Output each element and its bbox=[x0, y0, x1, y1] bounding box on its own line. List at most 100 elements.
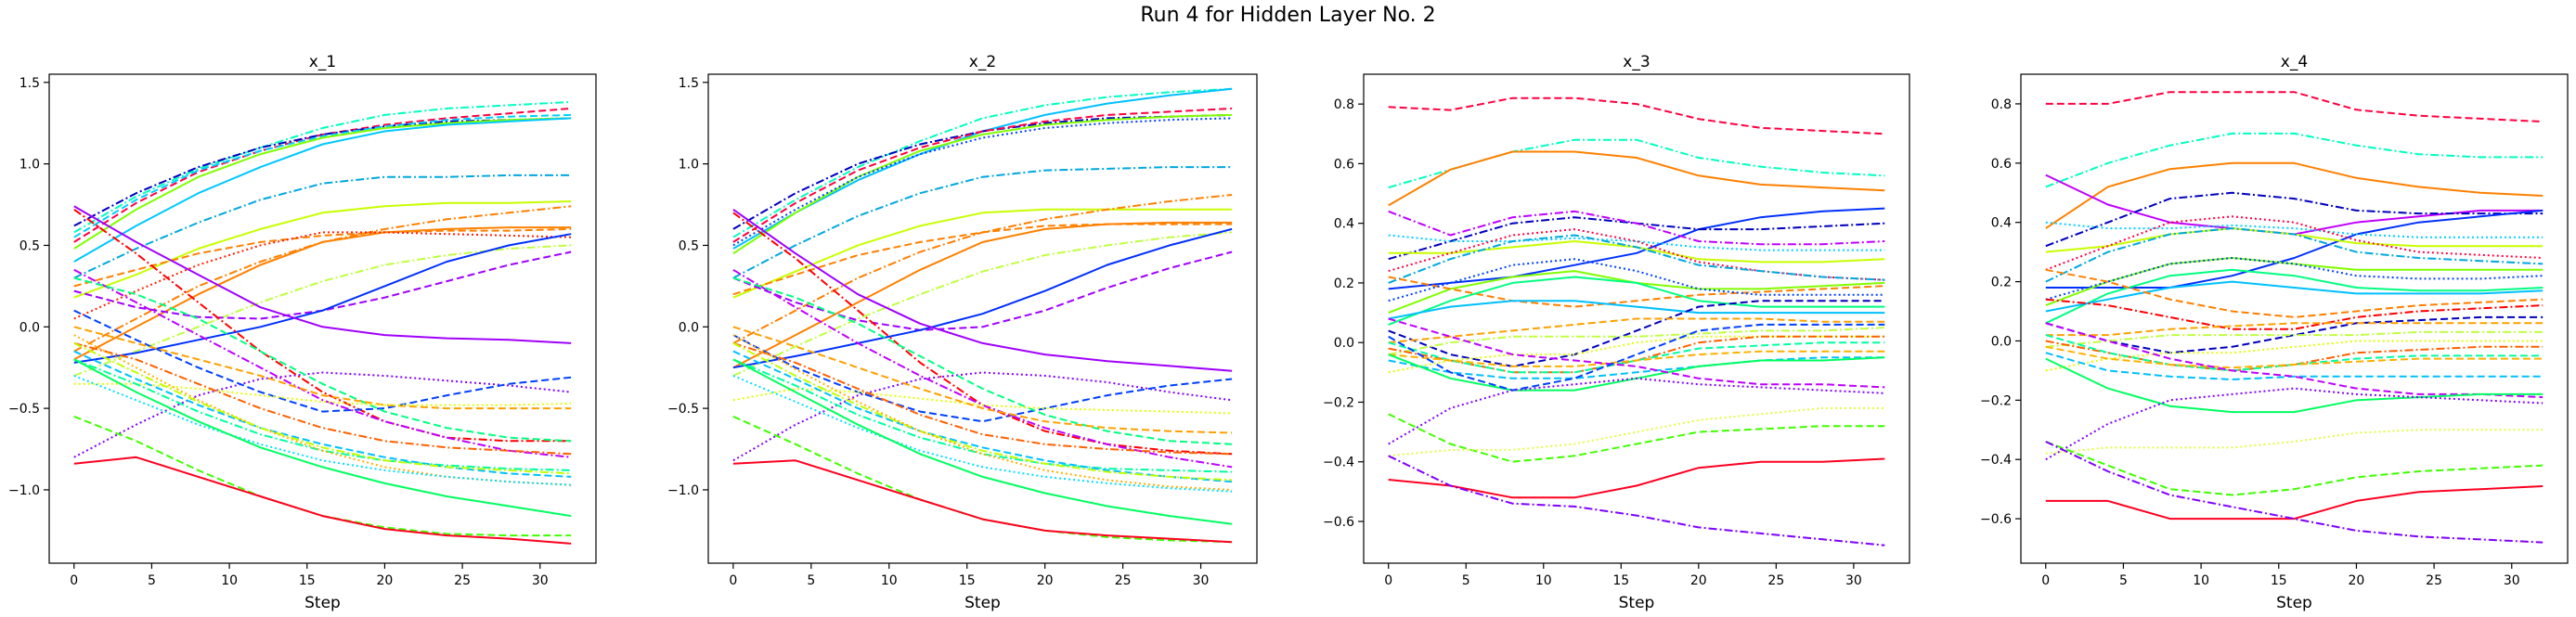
series-line-22 bbox=[732, 326, 1233, 434]
series-line-12 bbox=[1388, 276, 1885, 308]
y-tick-label: −0.5 bbox=[667, 402, 699, 417]
series-line-20 bbox=[73, 268, 572, 458]
x-tick-label: 10 bbox=[881, 573, 898, 588]
x-axis-label: Step bbox=[304, 594, 341, 612]
y-tick-label: −0.6 bbox=[1323, 515, 1354, 530]
series-line-1 bbox=[732, 87, 1233, 238]
series-line-6 bbox=[73, 117, 572, 263]
series-line-23 bbox=[732, 341, 1233, 456]
x-tick-label: 0 bbox=[2041, 573, 2050, 588]
series-line-24 bbox=[732, 358, 1233, 473]
series-line-11 bbox=[732, 223, 1233, 296]
series-line-22 bbox=[1388, 350, 1885, 367]
series-line-15 bbox=[2045, 268, 2544, 318]
series-line-12 bbox=[732, 231, 1233, 377]
subplot-title: x_4 bbox=[2281, 53, 2308, 71]
series-line-24 bbox=[2045, 352, 2544, 380]
series-line-21 bbox=[732, 388, 1233, 415]
subplot-x_2: 0 5 10 15 20 25 30 −1.0 −0.5 0.0 0.5 1.0 1.5 x_2 Step bbox=[667, 53, 1258, 612]
series-line-28 bbox=[1388, 413, 1885, 463]
series-line-22 bbox=[2045, 334, 2544, 372]
series-line-4 bbox=[73, 113, 572, 238]
y-tick-label: 0.4 bbox=[1991, 216, 2012, 231]
y-tick-label: 1.0 bbox=[679, 158, 699, 173]
series-line-14 bbox=[1388, 276, 1885, 326]
y-tick-label: 0.6 bbox=[1991, 157, 2012, 172]
x-tick-label: 30 bbox=[1193, 573, 1210, 588]
y-tick-label: −1.0 bbox=[667, 483, 699, 498]
series-line-9 bbox=[2045, 215, 2544, 271]
series-line-10 bbox=[732, 221, 1233, 369]
x-tick-label: 15 bbox=[1612, 573, 1629, 588]
y-tick-label: −0.2 bbox=[1323, 395, 1354, 410]
series-line-27 bbox=[732, 334, 1233, 491]
series-line-18 bbox=[73, 208, 572, 443]
y-tick-label: 0.5 bbox=[679, 238, 699, 253]
series-line-21 bbox=[2045, 340, 2544, 372]
x-tick-label: 20 bbox=[1037, 573, 1054, 588]
series-line-13 bbox=[732, 251, 1233, 331]
series-line-15 bbox=[73, 233, 572, 364]
subplot-x_4: 0 5 10 15 20 25 30 −0.6 −0.4 −0.2 0.0 0.2 0.4 0.6 0.8 x… bbox=[1980, 53, 2569, 612]
series-line-21 bbox=[73, 276, 572, 443]
series-line-30 bbox=[732, 415, 1233, 544]
series-line-5 bbox=[732, 113, 1233, 255]
y-tick-label: 0.2 bbox=[1334, 276, 1354, 291]
series-line-4 bbox=[732, 107, 1233, 243]
series-group bbox=[2045, 91, 2544, 544]
series-line-5 bbox=[73, 117, 572, 250]
series-line-16 bbox=[73, 205, 572, 344]
y-tick-label: −0.4 bbox=[1980, 453, 2012, 468]
series-line-11 bbox=[2045, 257, 2544, 307]
x-tick-label: 10 bbox=[221, 573, 238, 588]
series-line-28 bbox=[2045, 429, 2544, 455]
series-line-8 bbox=[732, 208, 1233, 299]
series-line-19 bbox=[73, 309, 572, 413]
series-line-20 bbox=[732, 276, 1233, 445]
series-line-3 bbox=[2045, 161, 2544, 229]
series-line-1 bbox=[2045, 91, 2544, 123]
series-line-31 bbox=[732, 459, 1233, 544]
x-tick-label: 30 bbox=[1845, 573, 1862, 588]
series-line-24 bbox=[73, 341, 572, 456]
x-tick-label: 20 bbox=[2349, 573, 2365, 588]
series-line-9 bbox=[732, 194, 1233, 344]
x-tick-label: 20 bbox=[1690, 573, 1707, 588]
y-tick-label: 1.0 bbox=[19, 158, 40, 173]
x-tick-label: 5 bbox=[2119, 573, 2128, 588]
series-line-20 bbox=[1388, 335, 1885, 374]
axes-frame bbox=[2020, 73, 2569, 564]
series-line-7 bbox=[73, 174, 572, 279]
series-line-18 bbox=[1388, 327, 1885, 356]
subplot-x_1: 0 5 10 15 20 25 30 −1.0 −0.5 0.0 0.5 1.0 1.5 x_1 Step bbox=[8, 53, 597, 612]
y-tick-label: 0.8 bbox=[1991, 97, 2012, 112]
y-tick-label: −0.2 bbox=[1980, 393, 2012, 408]
series-group bbox=[73, 100, 572, 545]
series-line-29 bbox=[732, 358, 1233, 525]
x-tick-label: 0 bbox=[729, 573, 737, 588]
series-line-11 bbox=[73, 227, 572, 288]
series-line-10 bbox=[2045, 227, 2544, 283]
series-line-15 bbox=[732, 208, 1233, 372]
series-line-25 bbox=[1388, 317, 1885, 389]
series-line-10 bbox=[1388, 234, 1885, 284]
subplot-title: x_3 bbox=[1623, 53, 1650, 71]
y-tick-label: −0.4 bbox=[1323, 456, 1354, 470]
y-tick-label: 0.5 bbox=[19, 238, 40, 253]
y-tick-label: −0.5 bbox=[8, 402, 40, 417]
series-line-10 bbox=[73, 226, 572, 361]
series-line-28 bbox=[73, 341, 572, 475]
axes-frame bbox=[707, 73, 1258, 564]
subplot-x_3: 0 5 10 15 20 25 30 −0.6 −0.4 −0.2 0.0 0.2 0.4 0.6 0.8 x… bbox=[1323, 53, 1910, 612]
series-line-32 bbox=[73, 456, 572, 545]
series-line-27 bbox=[1388, 377, 1885, 445]
series-line-31 bbox=[1388, 455, 1885, 546]
series-line-29 bbox=[1388, 406, 1885, 457]
series-line-8 bbox=[73, 200, 572, 299]
series-line-14 bbox=[2045, 280, 2544, 313]
series-group bbox=[1388, 96, 1885, 546]
series-line-16 bbox=[1388, 300, 1885, 367]
series-line-4 bbox=[1388, 207, 1885, 290]
x-tick-label: 25 bbox=[2426, 573, 2442, 588]
x-tick-label: 30 bbox=[2504, 573, 2520, 588]
